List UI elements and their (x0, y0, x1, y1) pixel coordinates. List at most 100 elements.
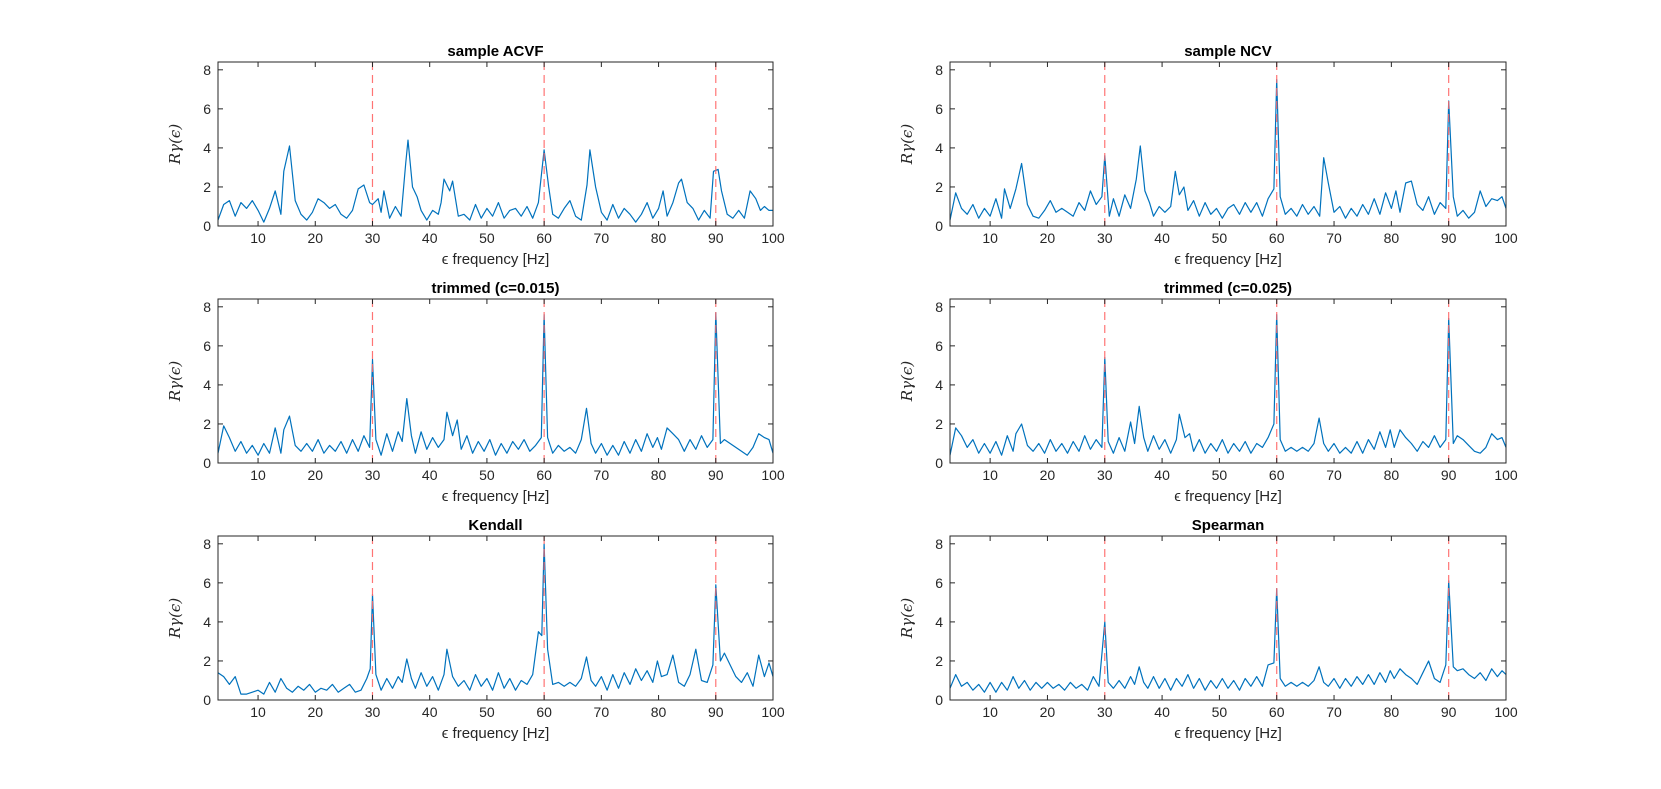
x-tick-label: 30 (1097, 704, 1113, 720)
y-tick-label: 2 (935, 653, 943, 669)
x-tick-label: 70 (594, 704, 610, 720)
series-line (217, 543, 774, 695)
x-tick-label: 50 (1212, 230, 1228, 246)
x-tick-label: 10 (982, 704, 998, 720)
y-axis-label: Rγ(ϵ) (166, 361, 184, 403)
y-tick-label: 4 (203, 377, 211, 393)
axes-box (949, 535, 1507, 701)
x-tick-label: 100 (1494, 704, 1518, 720)
x-tick-label: 20 (307, 704, 323, 720)
plot-area (218, 299, 773, 463)
y-tick-label: 6 (935, 575, 943, 591)
y-tick-label: 6 (203, 575, 211, 591)
x-axis-label: ϵ frequency [Hz] (442, 251, 550, 268)
x-tick-label: 20 (1040, 704, 1056, 720)
chart-title: trimmed (c=0.015) (432, 280, 560, 297)
chart-title: Spearman (1192, 517, 1265, 534)
plot-area (950, 299, 1506, 463)
x-tick-label: 100 (761, 467, 785, 483)
y-tick-label: 6 (935, 101, 943, 117)
plot-area (950, 62, 1506, 226)
y-tick-label: 8 (203, 62, 211, 78)
x-tick-label: 30 (365, 704, 381, 720)
x-tick-label: 10 (250, 467, 266, 483)
chart-panel-2: 10 20 30 40 50 60 70 80 90 100 0 2 4 6 8 sample NCV ϵ fr… (898, 43, 1518, 268)
plot-area (218, 536, 773, 700)
x-tick-label: 70 (1326, 230, 1342, 246)
x-tick-label: 30 (365, 467, 381, 483)
x-tick-label: 80 (651, 467, 667, 483)
x-tick-label: 30 (1097, 467, 1113, 483)
x-tick-label: 40 (422, 704, 438, 720)
y-tick-label: 0 (203, 692, 211, 708)
y-tick-label: 6 (203, 101, 211, 117)
x-tick-label: 90 (1441, 467, 1457, 483)
y-tick-label: 2 (935, 416, 943, 432)
x-tick-label: 80 (1384, 467, 1400, 483)
y-axis-label: Rγ(ϵ) (166, 124, 184, 166)
x-tick-label: 30 (1097, 230, 1113, 246)
x-axis-label: ϵ frequency [Hz] (1174, 488, 1282, 505)
y-tick-label: 0 (203, 218, 211, 234)
x-tick-label: 20 (307, 230, 323, 246)
x-tick-label: 100 (1494, 230, 1518, 246)
x-tick-label: 50 (479, 467, 495, 483)
plot-area (218, 62, 773, 226)
chart-panel-6: 10 20 30 40 50 60 70 80 90 100 0 2 4 6 8 Spearman ϵ freq… (898, 517, 1518, 742)
y-tick-label: 6 (203, 338, 211, 354)
chart-title: sample ACVF (447, 43, 543, 60)
y-tick-label: 2 (935, 179, 943, 195)
x-tick-label: 50 (479, 704, 495, 720)
plot-area (950, 536, 1506, 700)
chart-title: Kendall (468, 517, 522, 534)
y-tick-label: 8 (203, 536, 211, 552)
y-axis-label: Rγ(ϵ) (898, 124, 916, 166)
series-line (949, 78, 1507, 221)
y-tick-label: 0 (935, 692, 943, 708)
x-tick-label: 80 (1384, 704, 1400, 720)
x-tick-label: 80 (651, 704, 667, 720)
series-line (949, 580, 1507, 693)
x-tick-label: 30 (365, 230, 381, 246)
x-tick-label: 70 (1326, 467, 1342, 483)
x-tick-label: 60 (1269, 230, 1285, 246)
x-tick-label: 80 (651, 230, 667, 246)
x-tick-label: 100 (1494, 467, 1518, 483)
chart-panel-1: 10 20 30 40 50 60 70 80 90 100 0 2 4 6 8 sample ACVF ϵ f… (166, 43, 785, 268)
x-tick-label: 40 (422, 230, 438, 246)
y-tick-label: 2 (203, 653, 211, 669)
y-tick-label: 8 (935, 536, 943, 552)
x-tick-label: 70 (594, 467, 610, 483)
y-axis-label: Rγ(ϵ) (166, 598, 184, 640)
y-tick-label: 2 (203, 179, 211, 195)
x-tick-label: 60 (1269, 704, 1285, 720)
x-axis-label: ϵ frequency [Hz] (442, 725, 550, 742)
x-tick-label: 60 (536, 230, 552, 246)
x-tick-label: 10 (250, 230, 266, 246)
x-tick-label: 90 (1441, 230, 1457, 246)
y-tick-label: 4 (935, 140, 943, 156)
x-tick-label: 90 (1441, 704, 1457, 720)
x-axis-label: ϵ frequency [Hz] (1174, 725, 1282, 742)
x-tick-label: 20 (1040, 230, 1056, 246)
y-tick-label: 4 (935, 377, 943, 393)
y-tick-label: 8 (203, 299, 211, 315)
x-tick-label: 80 (1384, 230, 1400, 246)
x-tick-label: 20 (307, 467, 323, 483)
axes-box (217, 298, 774, 464)
chart-panel-3: 10 20 30 40 50 60 70 80 90 100 0 2 4 6 8 trimmed (c=0.0… (166, 280, 785, 505)
y-axis-label: Rγ(ϵ) (898, 598, 916, 640)
y-tick-label: 4 (935, 614, 943, 630)
x-tick-label: 70 (1326, 704, 1342, 720)
y-tick-label: 4 (203, 614, 211, 630)
x-tick-label: 90 (708, 467, 724, 483)
x-axis-label: ϵ frequency [Hz] (442, 488, 550, 505)
x-tick-label: 10 (982, 230, 998, 246)
axes-box (217, 61, 774, 227)
chart-title: trimmed (c=0.025) (1164, 280, 1292, 297)
chart-panel-5: 10 20 30 40 50 60 70 80 90 100 0 2 4 6 8 Kendall ϵ frequ… (166, 517, 785, 742)
x-tick-label: 40 (1154, 230, 1170, 246)
y-tick-label: 0 (935, 218, 943, 234)
x-tick-label: 10 (982, 467, 998, 483)
series-line (217, 312, 774, 456)
